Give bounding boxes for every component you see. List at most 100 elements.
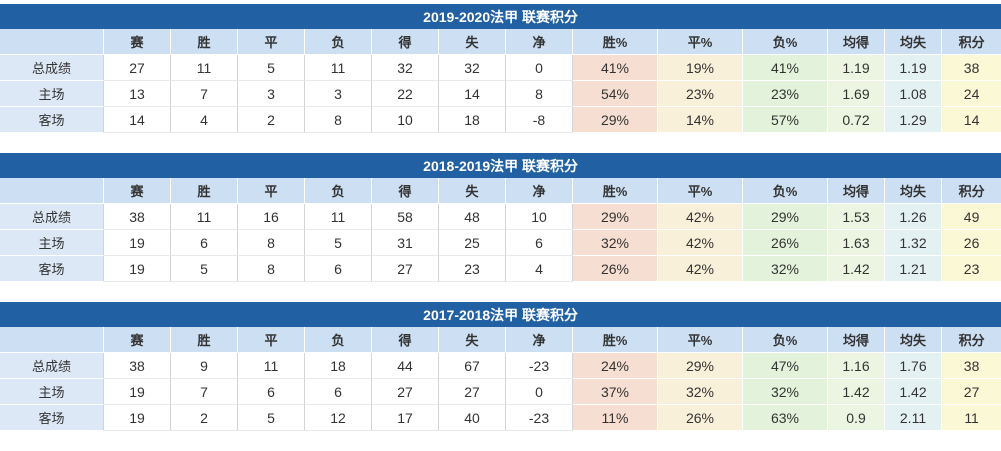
stat-cell: 17 <box>372 405 439 431</box>
column-header: 负 <box>305 327 372 353</box>
stat-cell: 41% <box>573 55 658 81</box>
stat-cell: 38 <box>104 353 171 379</box>
season-table: 2017-2018法甲 联赛积分赛胜平负得失净胜% 平% 负% 均得 均失 积分 总成绩 38… <box>0 302 1001 431</box>
row-label: 客场 <box>0 405 104 431</box>
column-header: 均得 <box>828 327 885 353</box>
stat-cell: 6 <box>506 230 573 256</box>
column-header: 积分 <box>942 327 1001 353</box>
header-row: 赛胜平负得失净胜% 平% 负% 均得 均失 积分 <box>0 327 1001 353</box>
stat-cell: 11 <box>171 55 238 81</box>
stat-cell: 24 <box>942 81 1001 107</box>
stat-cell: 8 <box>238 230 305 256</box>
column-header: 积分 <box>942 29 1001 55</box>
stat-cell: 23% <box>658 81 743 107</box>
stat-cell: 11% <box>573 405 658 431</box>
stat-cell: 14% <box>658 107 743 133</box>
stat-cell: 1.26 <box>885 204 942 230</box>
stat-cell: 49 <box>942 204 1001 230</box>
stat-cell: 1.16 <box>828 353 885 379</box>
table-row: 总成绩 38 9 11 18 44 67 -23 24% 29% 47% 1.16 1.76 38 <box>0 353 1001 379</box>
stat-cell: 18 <box>439 107 506 133</box>
stat-cell: 1.29 <box>885 107 942 133</box>
column-header: 净 <box>506 327 573 353</box>
corner-header <box>0 29 104 55</box>
stat-cell: 1.19 <box>828 55 885 81</box>
stat-cell: 54% <box>573 81 658 107</box>
stat-cell: 29% <box>658 353 743 379</box>
column-header: 均得 <box>828 29 885 55</box>
stat-cell: 23 <box>942 256 1001 282</box>
stat-cell: 26% <box>573 256 658 282</box>
stat-cell: 5 <box>238 55 305 81</box>
stat-cell: 58 <box>372 204 439 230</box>
column-header: 失 <box>439 327 506 353</box>
column-header: 负 <box>305 178 372 204</box>
stat-cell: 3 <box>238 81 305 107</box>
stat-cell: 11 <box>305 55 372 81</box>
column-header: 平 <box>238 29 305 55</box>
stat-cell: 44 <box>372 353 439 379</box>
stat-cell: 1.21 <box>885 256 942 282</box>
stat-cell: 27 <box>439 379 506 405</box>
stat-cell: 0 <box>506 379 573 405</box>
stat-cell: 2 <box>171 405 238 431</box>
stat-cell: 1.63 <box>828 230 885 256</box>
stat-cell: 1.42 <box>828 379 885 405</box>
stat-cell: 11 <box>238 353 305 379</box>
stat-cell: 38 <box>104 204 171 230</box>
column-header: 平 <box>238 178 305 204</box>
stat-cell: 29% <box>573 107 658 133</box>
stat-cell: 19 <box>104 405 171 431</box>
stat-cell: 63% <box>743 405 828 431</box>
stat-cell: 31 <box>372 230 439 256</box>
stat-cell: 6 <box>238 379 305 405</box>
stat-cell: 0 <box>506 55 573 81</box>
corner-header <box>0 178 104 204</box>
stat-cell: 24% <box>573 353 658 379</box>
column-header: 得 <box>372 327 439 353</box>
column-header: 积分 <box>942 178 1001 204</box>
season-table: 2018-2019法甲 联赛积分赛胜平负得失净胜% 平% 负% 均得 均失 积分 总成绩 38… <box>0 153 1001 282</box>
column-header: 负% <box>743 178 828 204</box>
stat-cell: 38 <box>942 55 1001 81</box>
stat-cell: 32% <box>658 379 743 405</box>
row-label: 总成绩 <box>0 353 104 379</box>
stat-cell: 1.69 <box>828 81 885 107</box>
stat-cell: -23 <box>506 353 573 379</box>
column-header: 胜% <box>573 29 658 55</box>
stat-cell: 11 <box>942 405 1001 431</box>
column-header: 赛 <box>104 327 171 353</box>
column-header: 平% <box>658 327 743 353</box>
stat-cell: 6 <box>305 379 372 405</box>
stat-cell: 6 <box>305 256 372 282</box>
stat-cell: 32 <box>372 55 439 81</box>
stat-cell: 2.11 <box>885 405 942 431</box>
stat-cell: 10 <box>506 204 573 230</box>
stat-cell: 38 <box>942 353 1001 379</box>
stat-cell: 57% <box>743 107 828 133</box>
stat-cell: 19 <box>104 379 171 405</box>
stat-cell: 1.32 <box>885 230 942 256</box>
row-label: 主场 <box>0 230 104 256</box>
row-label: 客场 <box>0 107 104 133</box>
table-title: 2017-2018法甲 联赛积分 <box>0 302 1001 327</box>
stat-cell: 8 <box>506 81 573 107</box>
column-header: 失 <box>439 29 506 55</box>
stat-cell: 48 <box>439 204 506 230</box>
column-header: 均得 <box>828 178 885 204</box>
column-header: 净 <box>506 29 573 55</box>
table-row: 总成绩 38 11 16 11 58 48 10 29% 42% 29% 1.53 1.26 49 <box>0 204 1001 230</box>
row-label: 客场 <box>0 256 104 282</box>
stat-cell: -8 <box>506 107 573 133</box>
stat-cell: 1.76 <box>885 353 942 379</box>
column-header: 均失 <box>885 327 942 353</box>
column-header: 得 <box>372 29 439 55</box>
stat-cell: 42% <box>658 204 743 230</box>
column-header: 负 <box>305 29 372 55</box>
stat-cell: 23% <box>743 81 828 107</box>
stat-cell: 2 <box>238 107 305 133</box>
table-row: 主场 19 7 6 6 27 27 0 37% 32% 32% 1.42 1.42 27 <box>0 379 1001 405</box>
stat-cell: 10 <box>372 107 439 133</box>
stat-cell: 14 <box>942 107 1001 133</box>
stat-cell: 37% <box>573 379 658 405</box>
